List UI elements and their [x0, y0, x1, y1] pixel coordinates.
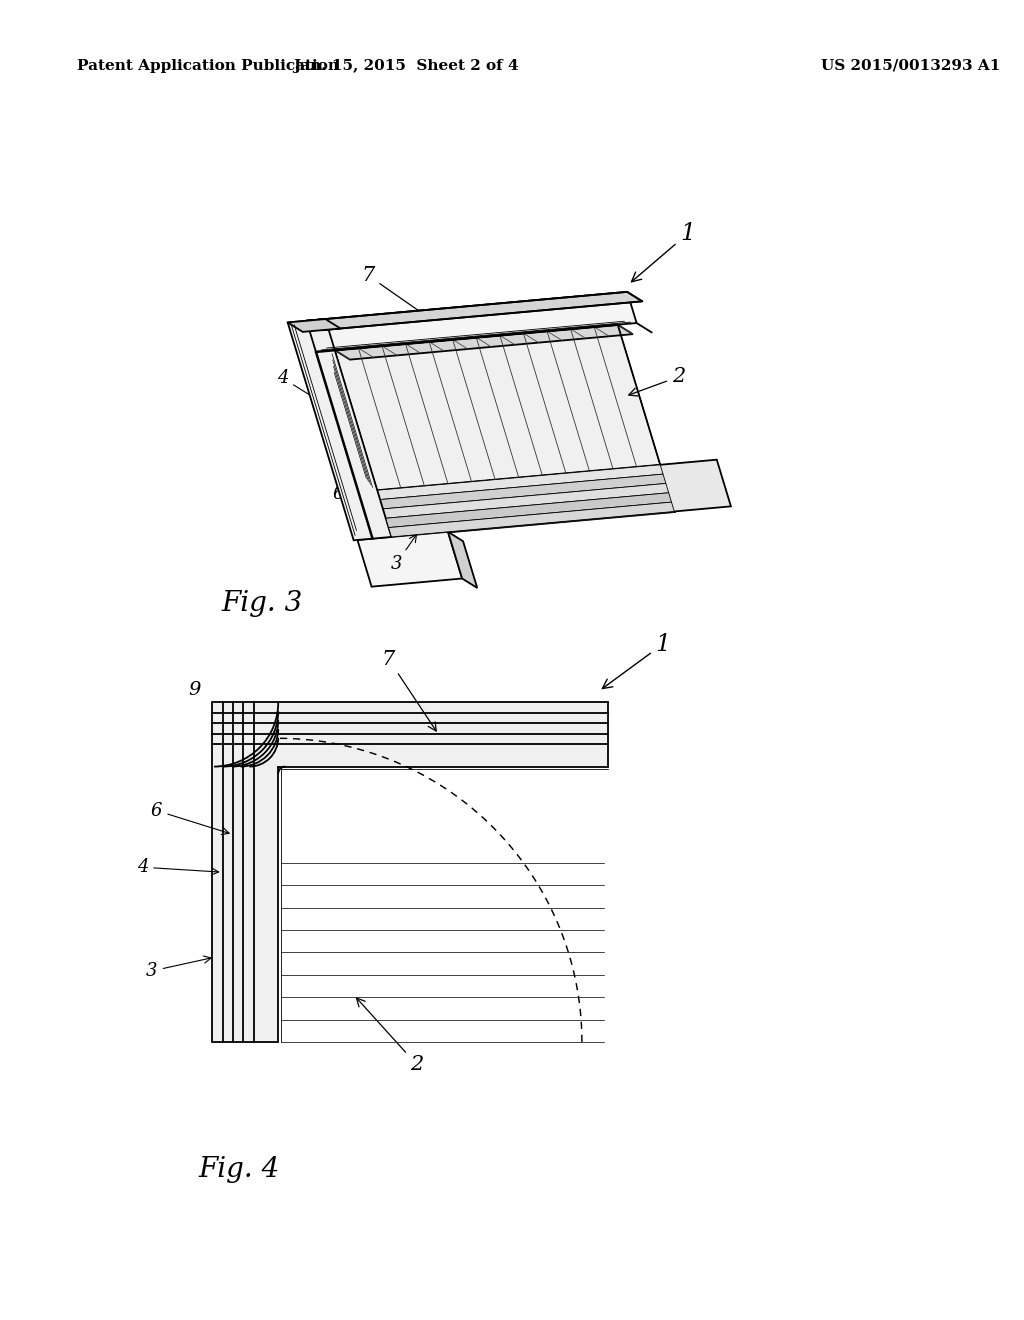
Text: 4: 4 — [276, 370, 326, 404]
Text: 9: 9 — [188, 681, 201, 698]
Polygon shape — [386, 492, 672, 528]
Polygon shape — [388, 502, 675, 537]
Text: 6: 6 — [151, 801, 229, 834]
Polygon shape — [388, 502, 675, 529]
Text: Fig. 4: Fig. 4 — [198, 1156, 280, 1183]
Text: 6: 6 — [333, 484, 385, 512]
Polygon shape — [212, 702, 279, 1041]
Polygon shape — [383, 483, 669, 519]
Text: Jan. 15, 2015  Sheet 2 of 4: Jan. 15, 2015 Sheet 2 of 4 — [293, 59, 518, 73]
Polygon shape — [306, 292, 637, 352]
Text: 4: 4 — [137, 858, 218, 876]
Text: 2: 2 — [356, 998, 424, 1074]
Polygon shape — [306, 292, 642, 330]
Text: 3: 3 — [390, 535, 417, 573]
Polygon shape — [335, 325, 660, 490]
Text: 7: 7 — [382, 649, 436, 731]
Text: Patent Application Publication: Patent Application Publication — [78, 59, 339, 73]
Text: 7: 7 — [361, 267, 433, 321]
Polygon shape — [377, 465, 663, 499]
Text: 1: 1 — [602, 632, 671, 689]
Text: Fig. 3: Fig. 3 — [221, 590, 303, 616]
Text: 9: 9 — [308, 330, 319, 348]
Polygon shape — [288, 319, 340, 331]
Polygon shape — [357, 532, 462, 586]
Polygon shape — [386, 492, 673, 521]
Text: US 2015/0013293 A1: US 2015/0013293 A1 — [820, 59, 999, 73]
Polygon shape — [383, 483, 672, 512]
Polygon shape — [212, 702, 608, 767]
Polygon shape — [391, 511, 676, 537]
Polygon shape — [335, 325, 633, 359]
Polygon shape — [288, 319, 391, 540]
Text: 3: 3 — [146, 956, 211, 979]
Polygon shape — [380, 474, 671, 504]
Polygon shape — [377, 459, 731, 537]
Text: 2: 2 — [629, 367, 685, 396]
Polygon shape — [380, 474, 666, 510]
Text: 1: 1 — [632, 222, 695, 281]
Polygon shape — [447, 532, 477, 587]
